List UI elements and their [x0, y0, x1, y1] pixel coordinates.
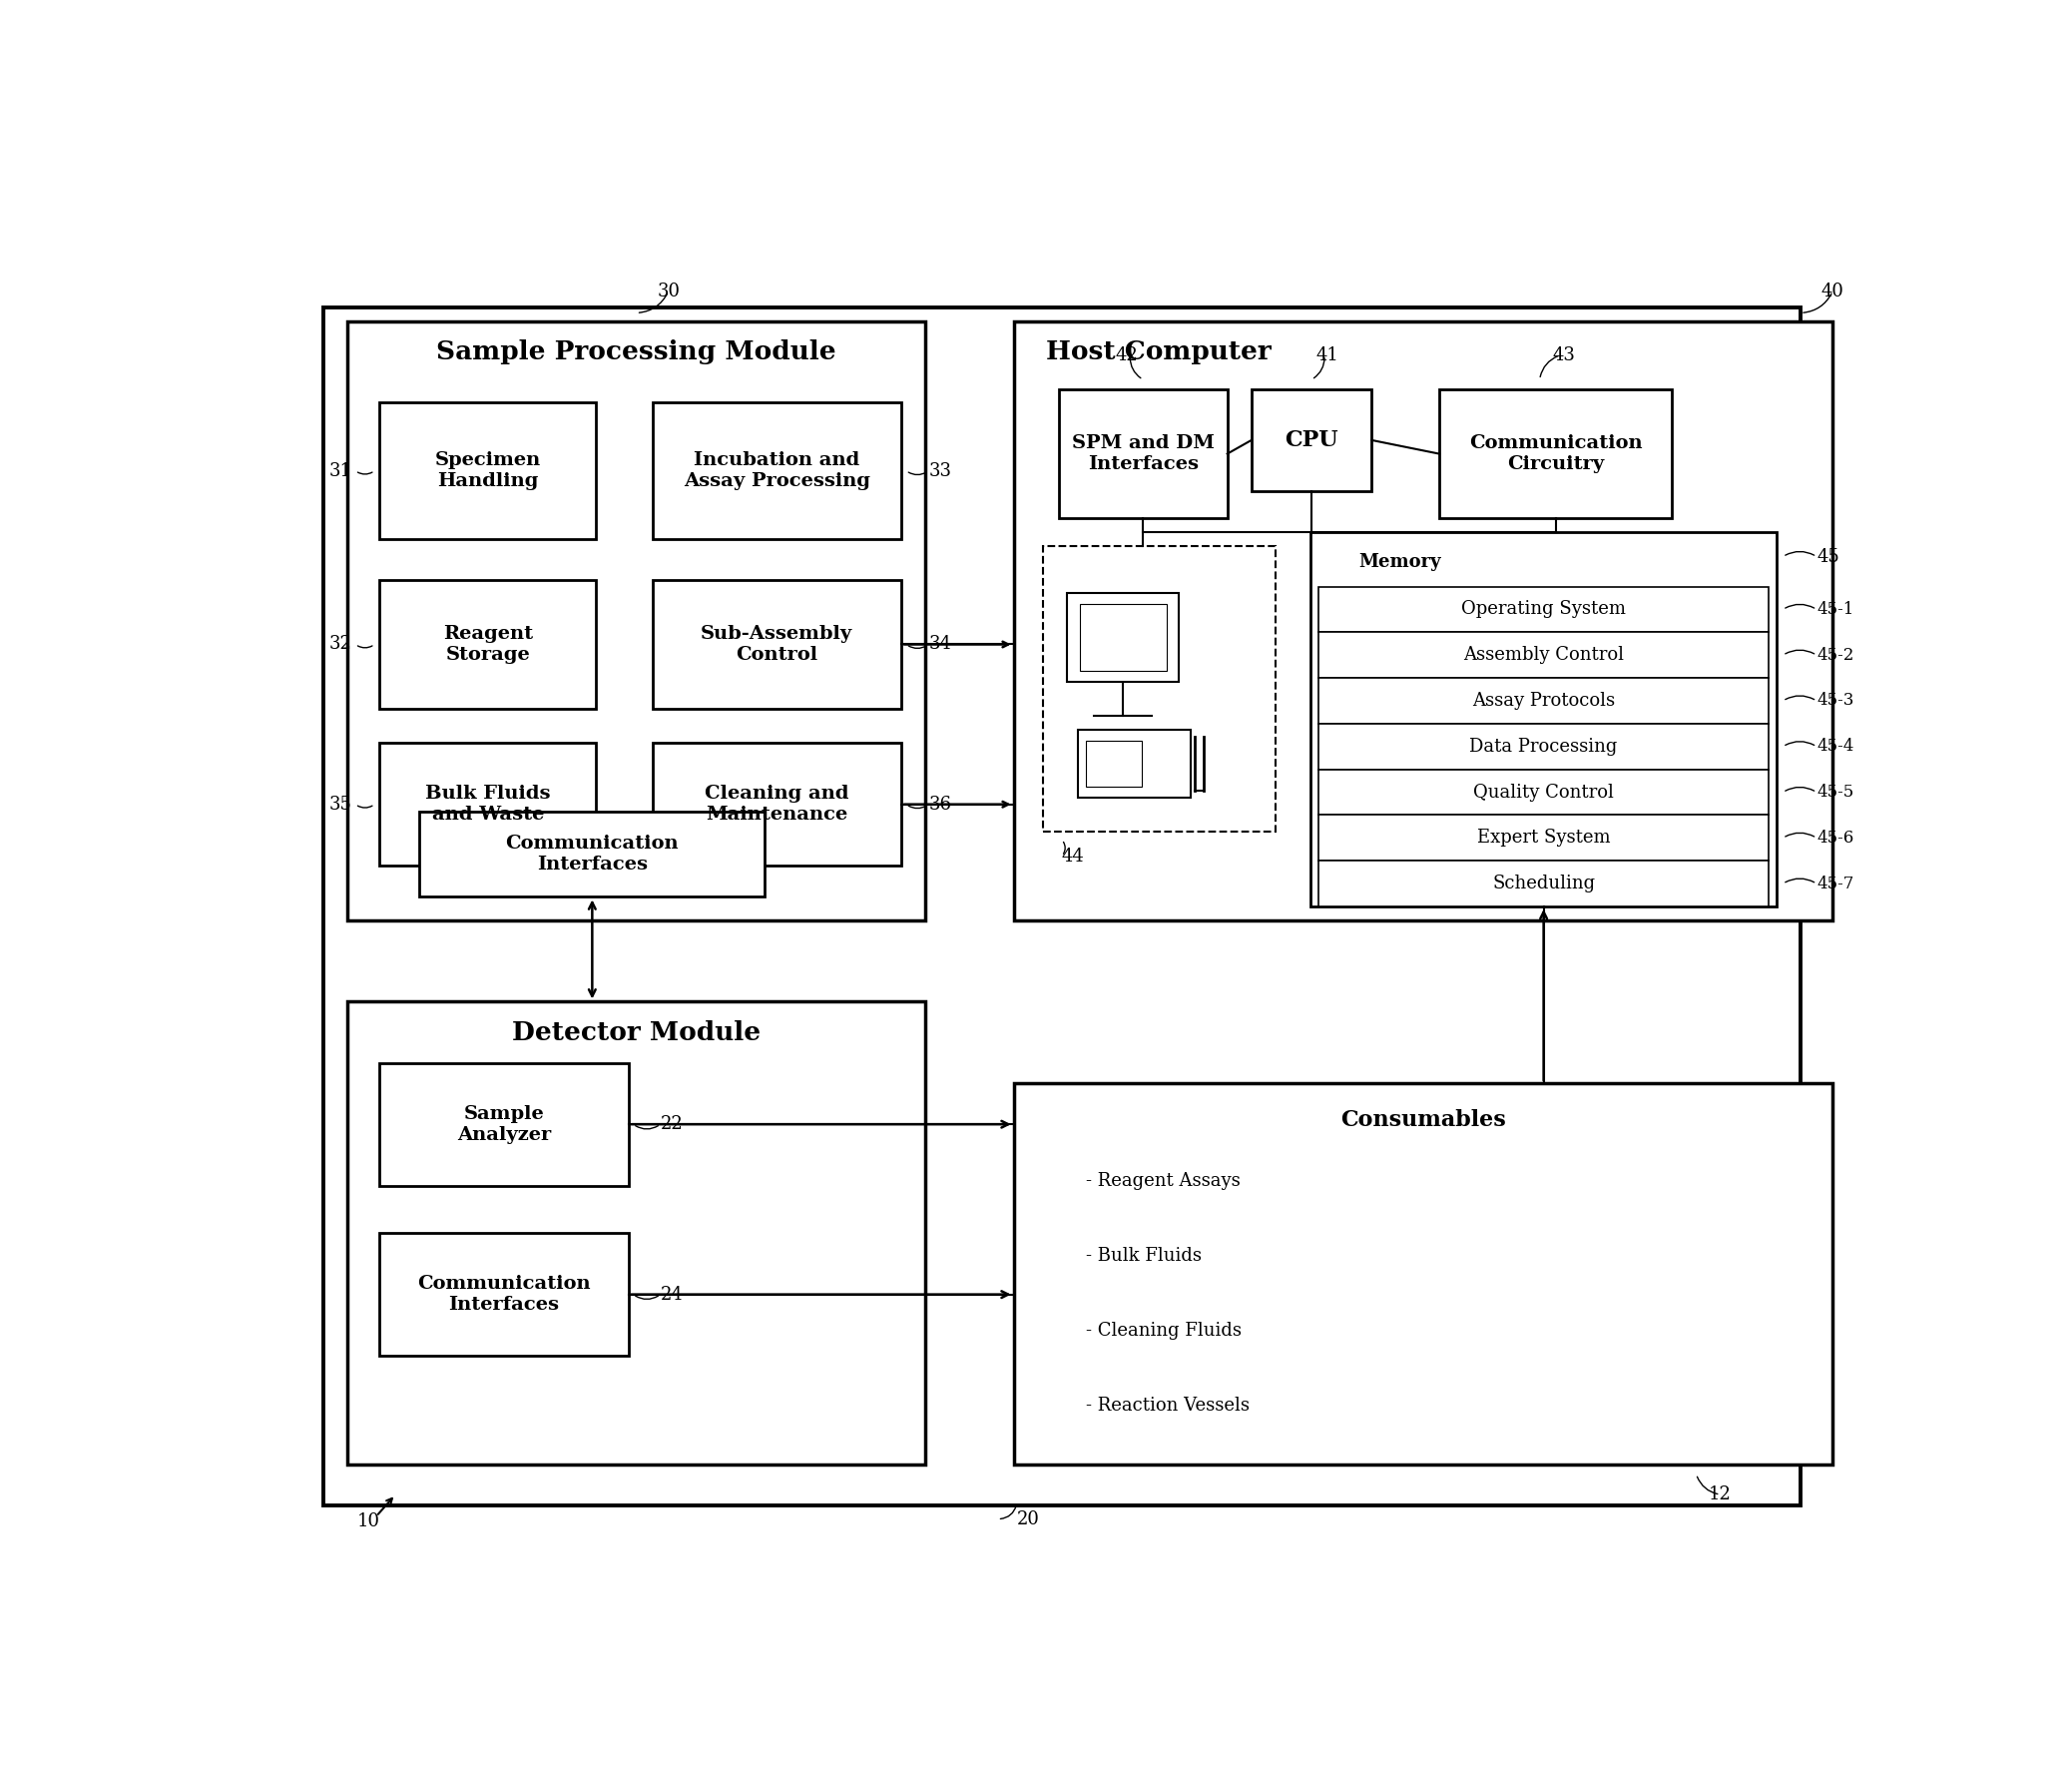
Text: 45-1: 45-1 — [1817, 601, 1854, 617]
Text: 45-4: 45-4 — [1817, 737, 1854, 755]
Bar — [1318, 587, 1769, 633]
Text: 36: 36 — [928, 796, 951, 813]
Text: 45-6: 45-6 — [1817, 829, 1854, 847]
Bar — [1318, 677, 1769, 723]
Text: Detector Module: Detector Module — [512, 1020, 760, 1045]
Bar — [1067, 594, 1179, 682]
Bar — [1059, 389, 1227, 518]
Text: Expert System: Expert System — [1477, 829, 1610, 847]
Text: 24: 24 — [661, 1285, 684, 1303]
Bar — [1042, 546, 1276, 831]
Text: Data Processing: Data Processing — [1469, 737, 1618, 755]
Bar — [379, 1234, 628, 1356]
Text: 45-3: 45-3 — [1817, 693, 1854, 709]
Text: - Reagent Assays: - Reagent Assays — [1086, 1172, 1241, 1190]
Bar — [1312, 532, 1776, 907]
Bar — [1251, 389, 1372, 492]
Text: Communication
Circuitry: Communication Circuitry — [1469, 435, 1643, 474]
Bar — [1318, 861, 1769, 907]
Text: 43: 43 — [1552, 347, 1575, 364]
Bar — [1318, 633, 1769, 677]
Text: 45: 45 — [1817, 548, 1840, 566]
Text: Sub-Assembly
Control: Sub-Assembly Control — [700, 626, 854, 663]
Text: 44: 44 — [1063, 847, 1084, 865]
Bar — [653, 580, 901, 709]
Text: Communication
Interfaces: Communication Interfaces — [506, 834, 680, 873]
Bar — [1080, 605, 1167, 670]
Bar — [323, 308, 1801, 1506]
Text: - Bulk Fluids: - Bulk Fluids — [1086, 1248, 1202, 1266]
Text: Quality Control: Quality Control — [1473, 783, 1614, 801]
Text: Sample
Analyzer: Sample Analyzer — [456, 1105, 551, 1144]
Text: Sample Processing Module: Sample Processing Module — [437, 339, 837, 364]
Text: 22: 22 — [661, 1116, 684, 1133]
Text: Cleaning and
Maintenance: Cleaning and Maintenance — [704, 785, 850, 824]
Bar — [653, 743, 901, 866]
Bar — [1318, 769, 1769, 815]
Text: Assay Protocols: Assay Protocols — [1473, 691, 1614, 709]
Text: 42: 42 — [1115, 347, 1138, 364]
Text: Operating System: Operating System — [1461, 601, 1627, 619]
Text: Scheduling: Scheduling — [1492, 875, 1595, 893]
Text: SPM and DM
Interfaces: SPM and DM Interfaces — [1071, 435, 1214, 474]
Text: 45-5: 45-5 — [1817, 783, 1854, 801]
Bar — [348, 322, 926, 919]
Bar — [653, 403, 901, 539]
Text: Communication
Interfaces: Communication Interfaces — [416, 1275, 591, 1314]
Bar — [1077, 730, 1191, 797]
Text: 45-7: 45-7 — [1817, 875, 1854, 893]
Text: 34: 34 — [928, 635, 951, 654]
Bar — [348, 1002, 926, 1464]
Text: 12: 12 — [1709, 1485, 1732, 1503]
Text: Specimen
Handling: Specimen Handling — [435, 451, 541, 490]
Text: 20: 20 — [1017, 1510, 1040, 1528]
Text: Incubation and
Assay Processing: Incubation and Assay Processing — [684, 451, 870, 490]
Bar — [419, 812, 765, 896]
Bar — [379, 403, 597, 539]
Text: Host Computer: Host Computer — [1046, 339, 1270, 364]
Bar — [1013, 1084, 1834, 1464]
Bar — [379, 1063, 628, 1186]
Bar — [379, 580, 597, 709]
Text: Reagent
Storage: Reagent Storage — [443, 626, 533, 663]
Text: CPU: CPU — [1285, 430, 1339, 451]
Bar — [1013, 322, 1834, 919]
Text: 33: 33 — [928, 461, 951, 479]
Bar — [1318, 723, 1769, 769]
Bar — [1440, 389, 1672, 518]
Text: 35: 35 — [329, 796, 352, 813]
Text: 45-2: 45-2 — [1817, 647, 1854, 663]
Text: Memory: Memory — [1359, 553, 1442, 571]
Bar — [1318, 815, 1769, 861]
Text: 31: 31 — [329, 461, 352, 479]
Text: 30: 30 — [657, 283, 680, 301]
Bar — [1086, 741, 1142, 787]
Text: Consumables: Consumables — [1341, 1109, 1506, 1132]
Text: - Cleaning Fluids: - Cleaning Fluids — [1086, 1322, 1241, 1340]
Text: Bulk Fluids
and Waste: Bulk Fluids and Waste — [425, 785, 551, 824]
Text: 41: 41 — [1316, 347, 1339, 364]
Text: 40: 40 — [1821, 283, 1844, 301]
Bar — [379, 743, 597, 866]
Text: - Reaction Vessels: - Reaction Vessels — [1086, 1397, 1249, 1414]
Text: 32: 32 — [329, 635, 352, 654]
Text: Assembly Control: Assembly Control — [1463, 645, 1624, 665]
Text: 10: 10 — [356, 1513, 379, 1531]
